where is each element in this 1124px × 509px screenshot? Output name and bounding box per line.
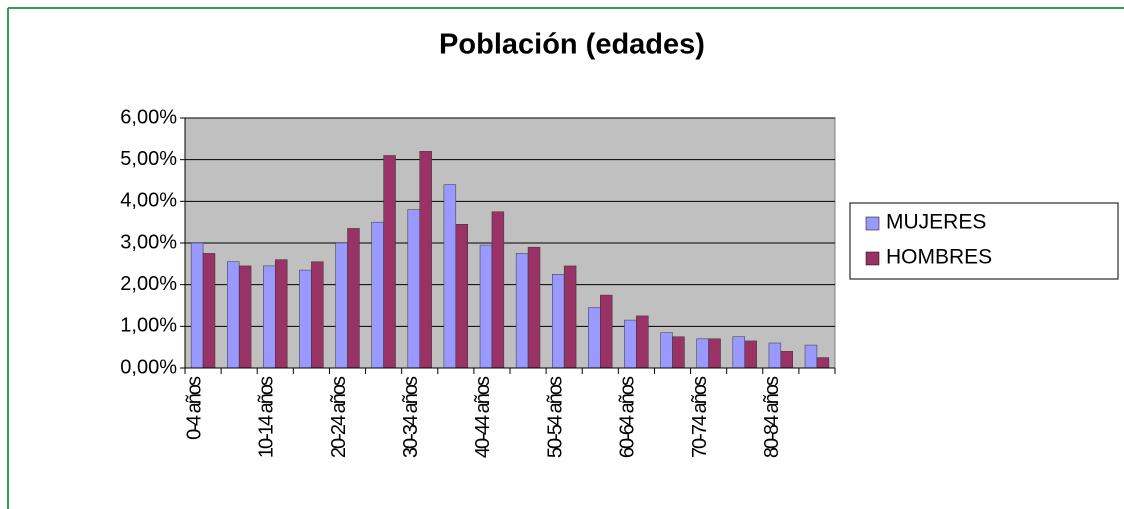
x-tick-label: 70-74 años [689, 376, 711, 458]
bar [202, 253, 216, 369]
y-tick-label: 4,00% [120, 190, 177, 212]
bar [636, 315, 649, 369]
bar [600, 294, 613, 369]
bar [419, 151, 432, 369]
bar [515, 253, 529, 369]
bar [443, 184, 457, 369]
bar [238, 265, 252, 369]
bar [563, 265, 577, 369]
x-tick-label: 30-34 años [400, 376, 422, 458]
bar [383, 155, 396, 369]
bar [527, 246, 541, 369]
x-tick-label: 80-84 años [761, 376, 783, 458]
x-tick-label: 50-54 años [544, 376, 566, 458]
legend-swatch [865, 251, 880, 266]
bar [275, 259, 288, 369]
x-tick-label: 0-4 años [183, 376, 205, 440]
y-tick-label: 3,00% [120, 231, 177, 253]
legend-label: HOMBRES [886, 246, 992, 269]
bar [347, 228, 360, 369]
bar [624, 319, 637, 369]
x-tick-label: 40-44 años [472, 376, 494, 458]
bar [744, 340, 757, 369]
bar [299, 269, 312, 369]
y-tick-label: 5,00% [120, 148, 177, 170]
y-tick-label: 2,00% [120, 273, 177, 295]
bar [696, 338, 709, 369]
bar [479, 244, 493, 369]
bar [588, 307, 601, 369]
x-tick-label: 10-14 años [256, 376, 278, 458]
bar [407, 209, 420, 369]
bar [732, 336, 745, 369]
x-tick-label: 60-64 años [617, 376, 639, 458]
bar [371, 221, 384, 369]
y-tick-label: 0,00% [120, 356, 177, 378]
y-tick-label: 6,00% [120, 106, 177, 128]
bar [780, 351, 793, 369]
bar [455, 224, 469, 369]
legend-swatch [865, 216, 880, 231]
bar [491, 211, 505, 369]
y-tick-label: 1,00% [120, 315, 177, 337]
bar [672, 336, 685, 369]
bar [804, 344, 818, 369]
bar [708, 338, 721, 369]
legend-label: MUJERES [886, 211, 986, 234]
bar [227, 261, 240, 369]
bar [190, 242, 204, 369]
bar [768, 342, 782, 369]
bar [335, 242, 348, 369]
bar [660, 332, 673, 369]
x-tick-label: 20-24 años [328, 376, 350, 458]
chart-title: Población (edades) [439, 29, 705, 61]
bar [552, 274, 565, 369]
bar [816, 357, 830, 369]
legend-box [849, 202, 1119, 280]
bar [311, 261, 324, 369]
bar [263, 265, 276, 369]
